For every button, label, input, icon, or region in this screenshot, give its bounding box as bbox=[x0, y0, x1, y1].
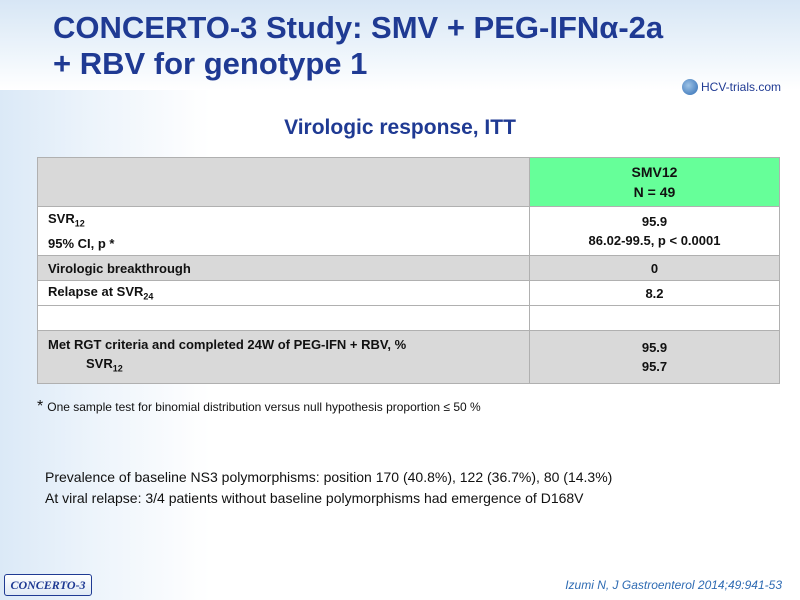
row-value: 95.9 86.02-99.5, p < 0.0001 bbox=[529, 206, 780, 256]
header-empty-cell bbox=[37, 157, 530, 207]
met-rgt-label: Met RGT criteria and completed 24W of PE… bbox=[48, 337, 407, 353]
row-value: 95.9 95.7 bbox=[529, 330, 780, 384]
globe-icon bbox=[682, 79, 698, 95]
empty-cell bbox=[37, 305, 530, 331]
relapse-label: Relapse at SVR bbox=[48, 284, 144, 300]
svr12-value: 95.9 bbox=[641, 214, 668, 229]
row-label: Relapse at SVR24 bbox=[37, 280, 530, 306]
notes: Prevalence of baseline NS3 polymorphisms… bbox=[45, 467, 612, 509]
hcv-trials-logo: HCV-trials.com bbox=[682, 76, 794, 98]
empty-cell bbox=[529, 305, 780, 331]
table-row-breakthrough: Virologic breakthrough 0 bbox=[37, 255, 780, 281]
arm-n: N = 49 bbox=[633, 184, 676, 200]
relapse-subscript: 24 bbox=[143, 291, 154, 302]
table-row-svr12: SVR12 95% CI, p * 95.9 86.02-99.5, p < 0… bbox=[37, 206, 780, 256]
title-line-2: + RBV for genotype 1 bbox=[53, 46, 368, 81]
virologic-response-table: SMV12 N = 49 SVR12 95% CI, p * 95.9 86.0… bbox=[37, 157, 780, 384]
note-line-1: Prevalence of baseline NS3 polymorphisms… bbox=[45, 469, 613, 485]
table-heading: Virologic response, ITT bbox=[284, 116, 516, 139]
arm-header-cell: SMV12 N = 49 bbox=[529, 157, 780, 207]
footnote: * One sample test for binomial distributi… bbox=[37, 398, 481, 416]
title-line-1: CONCERTO-3 Study: SMV + PEG-IFNα-2a bbox=[53, 10, 664, 45]
table-row-met-rgt: Met RGT criteria and completed 24W of PE… bbox=[37, 330, 780, 384]
row-label: Virologic breakthrough bbox=[37, 255, 530, 281]
svr-subscript: 12 bbox=[74, 218, 85, 229]
footnote-asterisk: * bbox=[37, 398, 44, 415]
row-value: 8.2 bbox=[529, 280, 780, 306]
met-rgt-value: 95.9 bbox=[641, 340, 668, 355]
svr-label: SVR bbox=[48, 211, 75, 227]
table-row-relapse: Relapse at SVR24 8.2 bbox=[37, 280, 780, 306]
ci-value: 86.02-99.5, p < 0.0001 bbox=[588, 233, 721, 248]
arm-name: SMV12 bbox=[631, 164, 678, 180]
note-line-2: At viral relapse: 3/4 patients without b… bbox=[45, 490, 584, 506]
slide-title: CONCERTO-3 Study: SMV + PEG-IFNα-2a + RB… bbox=[53, 10, 753, 82]
footnote-text: One sample test for binomial distributio… bbox=[47, 400, 481, 414]
header-band bbox=[0, 0, 800, 90]
row-label: Met RGT criteria and completed 24W of PE… bbox=[37, 330, 530, 384]
table-header-row: SMV12 N = 49 bbox=[37, 157, 780, 207]
row-label: SVR12 95% CI, p * bbox=[37, 206, 530, 256]
met-rgt-subscript: 12 bbox=[112, 363, 123, 374]
met-rgt-sublabel: SVR bbox=[86, 356, 113, 372]
logo-text: HCV-trials.com bbox=[701, 80, 782, 94]
citation: Izumi N, J Gastroenterol 2014;49:941-53 bbox=[565, 578, 782, 592]
study-badge: CONCERTO-3 bbox=[4, 574, 92, 596]
ci-label: 95% CI, p * bbox=[48, 235, 115, 251]
table-row-spacer bbox=[37, 305, 780, 331]
met-rgt-svr-value: 95.7 bbox=[641, 359, 668, 374]
row-value: 0 bbox=[529, 255, 780, 281]
